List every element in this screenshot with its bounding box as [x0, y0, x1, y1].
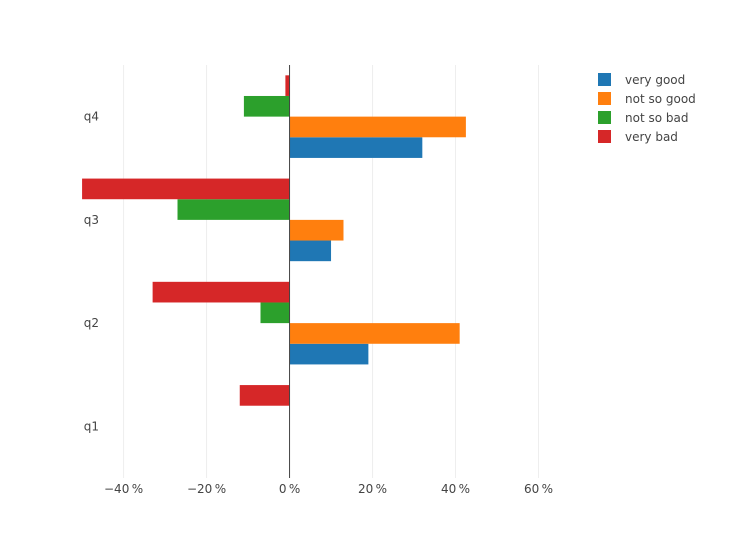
legend-label[interactable]: very good: [625, 73, 685, 87]
y-tick-label: q4: [84, 110, 99, 124]
y-tick-label: q3: [84, 213, 99, 227]
bar-very-bad-q2[interactable]: [152, 281, 290, 303]
x-tick-label: 0 %: [279, 482, 300, 496]
y-tick-label: q1: [84, 419, 99, 433]
bar-very-bad-q4[interactable]: [285, 75, 290, 96]
legend-label[interactable]: very bad: [625, 130, 678, 144]
bar-not-so-bad-q3[interactable]: [177, 199, 290, 220]
legend[interactable]: very good not so good not so bad very bad: [598, 73, 696, 144]
legend-swatch[interactable]: [598, 92, 611, 105]
legend-label[interactable]: not so bad: [625, 111, 688, 125]
bar-not-so-bad-q4[interactable]: [243, 95, 290, 117]
legend-swatch[interactable]: [598, 130, 611, 143]
legend-swatch[interactable]: [598, 73, 611, 86]
bar-very-bad-q3[interactable]: [82, 178, 290, 200]
bar-very-good-q3[interactable]: [289, 240, 332, 262]
bar-not-so-good-q4[interactable]: [289, 116, 466, 138]
y-axis: q1 q2 q3 q4: [84, 110, 99, 434]
bars: [82, 75, 466, 406]
x-tick-label: 40 %: [441, 482, 470, 496]
bar-very-bad-q1[interactable]: [239, 385, 290, 406]
bar-not-so-good-q3[interactable]: [289, 219, 344, 241]
y-tick-label: q2: [84, 316, 99, 330]
legend-label[interactable]: not so good: [625, 92, 696, 106]
legend-swatch[interactable]: [598, 111, 611, 124]
x-tick-label: −20 %: [187, 482, 226, 496]
bar-very-good-q4[interactable]: [289, 137, 423, 158]
x-axis: −40 % −20 % 0 % 20 % 40 % 60 %: [104, 482, 553, 496]
x-tick-label: 60 %: [524, 482, 553, 496]
bar-not-so-good-q2[interactable]: [289, 323, 460, 344]
bar-not-so-bad-q2[interactable]: [260, 302, 290, 324]
x-tick-label: 20 %: [358, 482, 387, 496]
bar-very-good-q2[interactable]: [289, 343, 369, 365]
x-tick-label: −40 %: [104, 482, 143, 496]
